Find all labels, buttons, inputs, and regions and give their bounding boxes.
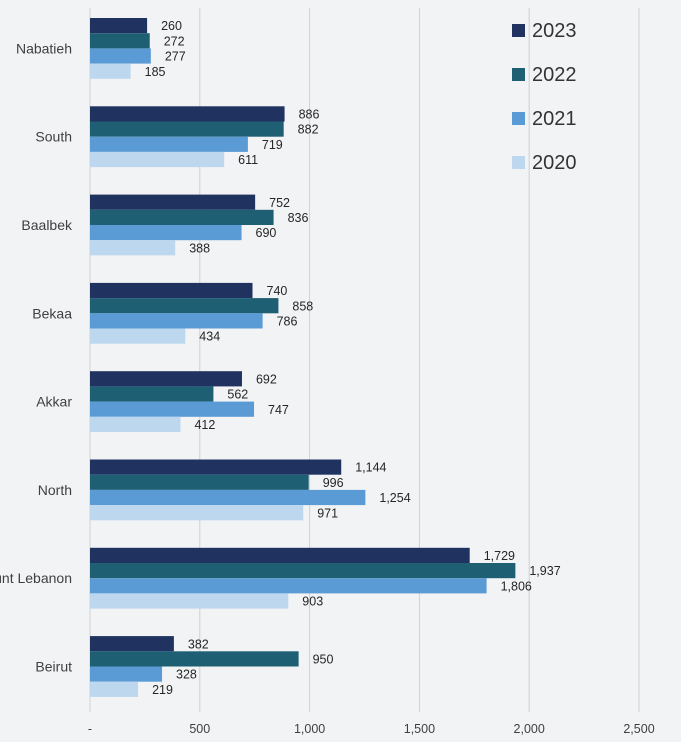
bar-2021 — [90, 136, 248, 152]
bar-2020 — [90, 505, 304, 521]
bar-2020 — [90, 63, 131, 79]
legend-swatch — [512, 112, 525, 125]
bar-2020 — [90, 681, 139, 697]
x-tick-label: 2,000 — [514, 722, 545, 736]
data-label: 692 — [256, 372, 277, 386]
data-label: 747 — [268, 403, 289, 417]
bar-2022 — [90, 121, 284, 137]
legend-label: 2023 — [532, 20, 577, 42]
bar-2023 — [90, 106, 285, 122]
category-label: Mount Lebanon — [0, 570, 72, 586]
bar-2020 — [90, 151, 225, 168]
bar-2021 — [90, 666, 163, 682]
data-label: 382 — [188, 637, 209, 651]
category-labels: Nabatieh South Baalbek Bekaa Akkar North Mount… — [0, 40, 73, 674]
data-label: 1,937 — [529, 564, 560, 578]
data-label: 412 — [194, 418, 215, 432]
legend-label: 2022 — [532, 64, 577, 86]
data-label: 690 — [256, 226, 277, 240]
bar-2020 — [90, 416, 181, 432]
bar-2021 — [90, 401, 255, 417]
bar-2021 — [90, 48, 151, 64]
x-tick-label: - — [88, 722, 92, 736]
data-label: 950 — [313, 653, 334, 667]
bar-2022 — [90, 386, 214, 402]
category-label: Beirut — [35, 659, 72, 675]
data-label: 562 — [227, 388, 248, 402]
data-label: 903 — [302, 595, 323, 609]
data-label: 719 — [262, 138, 283, 152]
bar-2021 — [90, 578, 487, 594]
bar-2022 — [90, 563, 516, 579]
category-label: North — [38, 482, 72, 498]
data-label: 1,729 — [484, 549, 515, 563]
x-axis-tick-labels: - 500 1,000 1,500 2,000 2,500 — [88, 722, 655, 736]
bar-2020 — [90, 593, 289, 609]
data-label: 882 — [298, 123, 319, 137]
bar-2023 — [90, 636, 174, 652]
data-label: 836 — [288, 211, 309, 225]
legend-swatch — [512, 24, 525, 37]
bar-2023 — [90, 18, 148, 34]
data-label: 971 — [317, 506, 338, 520]
bar-2021 — [90, 313, 263, 329]
bar-2022 — [90, 474, 309, 490]
bar-2023 — [90, 282, 253, 299]
data-label: 858 — [292, 299, 313, 313]
legend: 2023 2022 2021 2020 — [512, 20, 577, 174]
data-label: 277 — [165, 50, 186, 64]
data-label: 272 — [164, 34, 185, 48]
data-label: 260 — [161, 19, 182, 33]
legend-label: 2020 — [532, 152, 577, 174]
bar-2020 — [90, 328, 186, 344]
bar-2022 — [90, 33, 150, 49]
x-tick-label: 1,000 — [294, 722, 325, 736]
bar-2021 — [90, 225, 242, 241]
data-label: 996 — [323, 476, 344, 490]
category-label: Bekaa — [32, 305, 72, 321]
x-tick-label: 500 — [189, 722, 210, 736]
data-label: 185 — [145, 65, 166, 79]
data-label: 1,144 — [355, 461, 386, 475]
bar-2023 — [90, 459, 342, 475]
bar-2023 — [90, 371, 242, 387]
bar-2023 — [90, 194, 256, 210]
data-label: 434 — [199, 330, 220, 344]
bar-2020 — [90, 240, 176, 256]
data-label: 611 — [238, 153, 258, 167]
category-label: Nabatieh — [16, 40, 72, 56]
x-tick-label: 1,500 — [404, 722, 435, 736]
data-label: 740 — [267, 284, 288, 298]
category-label: Akkar — [36, 394, 72, 410]
bar-2022 — [90, 209, 274, 225]
legend-swatch — [512, 68, 525, 81]
data-label: 1,806 — [501, 579, 532, 593]
bar-2022 — [90, 651, 299, 667]
x-tick-label: 2,500 — [623, 722, 654, 736]
bar-2021 — [90, 489, 366, 506]
data-label: 328 — [176, 668, 197, 682]
data-label: 886 — [299, 108, 320, 122]
legend-swatch — [512, 156, 525, 169]
bar-2022 — [90, 298, 279, 314]
data-label: 752 — [269, 196, 290, 210]
data-label: 388 — [189, 241, 210, 255]
data-label: 786 — [277, 315, 298, 329]
bar-2023 — [90, 547, 470, 563]
category-label: Baalbek — [21, 217, 73, 233]
category-label: South — [35, 129, 72, 145]
bars — [90, 18, 516, 697]
data-label: 1,254 — [379, 491, 410, 505]
legend-label: 2021 — [532, 108, 577, 130]
data-label: 219 — [152, 683, 173, 697]
